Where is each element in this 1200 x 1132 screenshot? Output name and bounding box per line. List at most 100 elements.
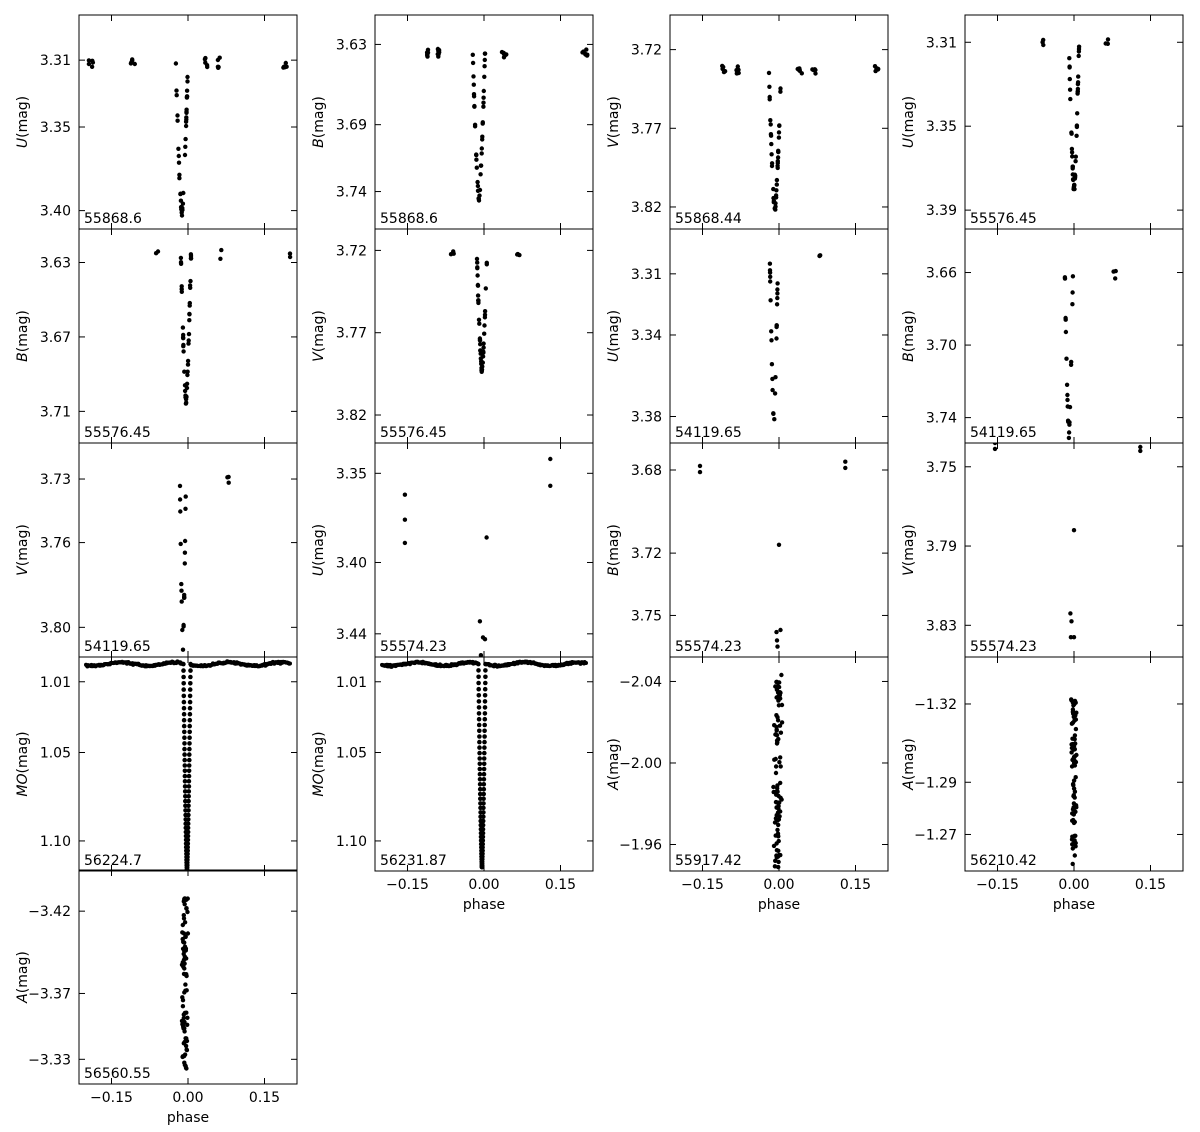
y-tick-label: 3.39 — [926, 203, 957, 219]
data-point — [185, 74, 190, 80]
panel-epoch-label: 56224.7 — [84, 853, 142, 869]
data-point — [1069, 130, 1074, 135]
data-point — [480, 134, 485, 139]
y-tick-label: −3.42 — [28, 904, 71, 920]
data-point — [203, 60, 208, 65]
data-point — [480, 834, 486, 840]
data-point — [187, 711, 193, 717]
data-point — [1070, 154, 1075, 159]
data-point — [1069, 619, 1074, 624]
data-point — [182, 538, 188, 544]
y-axis-label: A(mag) — [901, 738, 917, 791]
y-tick-label: 3.38 — [631, 410, 662, 426]
data-point — [767, 261, 773, 266]
data-points — [153, 247, 293, 406]
data-point — [219, 247, 224, 253]
data-point — [478, 348, 483, 353]
data-point — [181, 717, 187, 723]
data-point — [179, 599, 184, 604]
data-point — [773, 204, 778, 209]
data-point — [775, 155, 781, 160]
data-point — [1067, 87, 1073, 92]
x-tick-label: 0.00 — [172, 1090, 203, 1106]
y-axis-label-unit: (mag) — [606, 524, 622, 566]
data-point — [774, 695, 779, 700]
data-point — [769, 161, 775, 166]
y-axis-label-unit: (mag) — [901, 96, 917, 138]
data-point — [477, 338, 483, 343]
panel-15: −1.32 −1.29 −1.27 −0.15 0.00 0.15 phase A(mag) 5… — [901, 656, 1184, 913]
data-point — [482, 734, 487, 739]
data-point — [182, 752, 187, 757]
data-point — [185, 829, 191, 835]
data-point — [476, 705, 482, 710]
y-axis-label: MO(mag) — [311, 731, 327, 796]
y-axis-label: U(mag) — [311, 524, 327, 576]
data-points — [697, 459, 848, 649]
data-point — [773, 732, 778, 737]
data-point — [184, 107, 189, 112]
data-point — [481, 756, 487, 761]
data-point — [187, 746, 192, 752]
data-point — [174, 88, 179, 93]
data-point — [775, 644, 780, 649]
data-point — [185, 369, 190, 374]
data-point — [186, 784, 192, 789]
panel-frame — [669, 228, 889, 444]
data-point — [767, 270, 773, 275]
data-point — [482, 693, 488, 698]
data-point — [768, 298, 773, 303]
y-axis-label-var: B — [901, 352, 917, 362]
data-point — [183, 506, 188, 511]
data-point — [177, 497, 183, 502]
data-point — [185, 358, 191, 364]
x-tick-label: −0.15 — [681, 877, 724, 893]
data-point — [287, 254, 293, 260]
data-point — [483, 286, 488, 291]
data-points — [1062, 268, 1118, 441]
data-point — [185, 848, 190, 853]
y-tick-label: 3.77 — [336, 326, 367, 342]
data-point — [481, 104, 486, 109]
y-axis-label-unit: (mag) — [15, 96, 31, 138]
y-tick-label: −1.32 — [914, 697, 957, 713]
data-point — [1069, 721, 1075, 726]
data-point — [1076, 44, 1082, 49]
data-point — [186, 808, 191, 813]
panel-14: −2.04 −2.00 −1.96 −0.15 0.00 0.15 phase A(mag) 5… — [606, 656, 889, 913]
y-axis-label: U(mag) — [901, 96, 917, 148]
data-point — [188, 252, 194, 257]
data-point — [778, 730, 784, 735]
y-axis-label-unit: (mag) — [901, 310, 917, 352]
data-point — [779, 797, 784, 802]
data-point — [1138, 448, 1143, 454]
data-point — [1072, 718, 1077, 723]
panel-epoch-label: 54119.65 — [84, 639, 151, 655]
data-point — [1067, 422, 1072, 427]
y-axis-label-var: V — [311, 351, 327, 362]
data-point — [1070, 736, 1075, 741]
data-point — [776, 149, 781, 155]
panel-frame — [78, 442, 298, 658]
data-point — [1070, 166, 1075, 171]
data-point — [181, 661, 186, 667]
data-point — [181, 916, 187, 921]
data-point — [179, 1018, 185, 1024]
y-tick-label: −2.04 — [619, 674, 662, 690]
data-point — [181, 336, 186, 341]
data-point — [475, 260, 480, 265]
y-tick-label: 3.68 — [631, 463, 662, 479]
data-point — [187, 312, 192, 317]
y-axis-label-var: B — [606, 566, 622, 576]
data-point — [478, 163, 484, 168]
data-point — [477, 766, 483, 772]
data-point — [181, 687, 186, 692]
data-point — [182, 735, 187, 740]
data-point — [734, 71, 739, 76]
y-axis-label: V(mag) — [901, 524, 917, 576]
data-point — [1071, 786, 1077, 791]
data-point — [183, 136, 188, 142]
data-point — [1065, 392, 1070, 398]
data-point — [876, 66, 881, 72]
panel-epoch-label: 55917.42 — [675, 853, 742, 869]
